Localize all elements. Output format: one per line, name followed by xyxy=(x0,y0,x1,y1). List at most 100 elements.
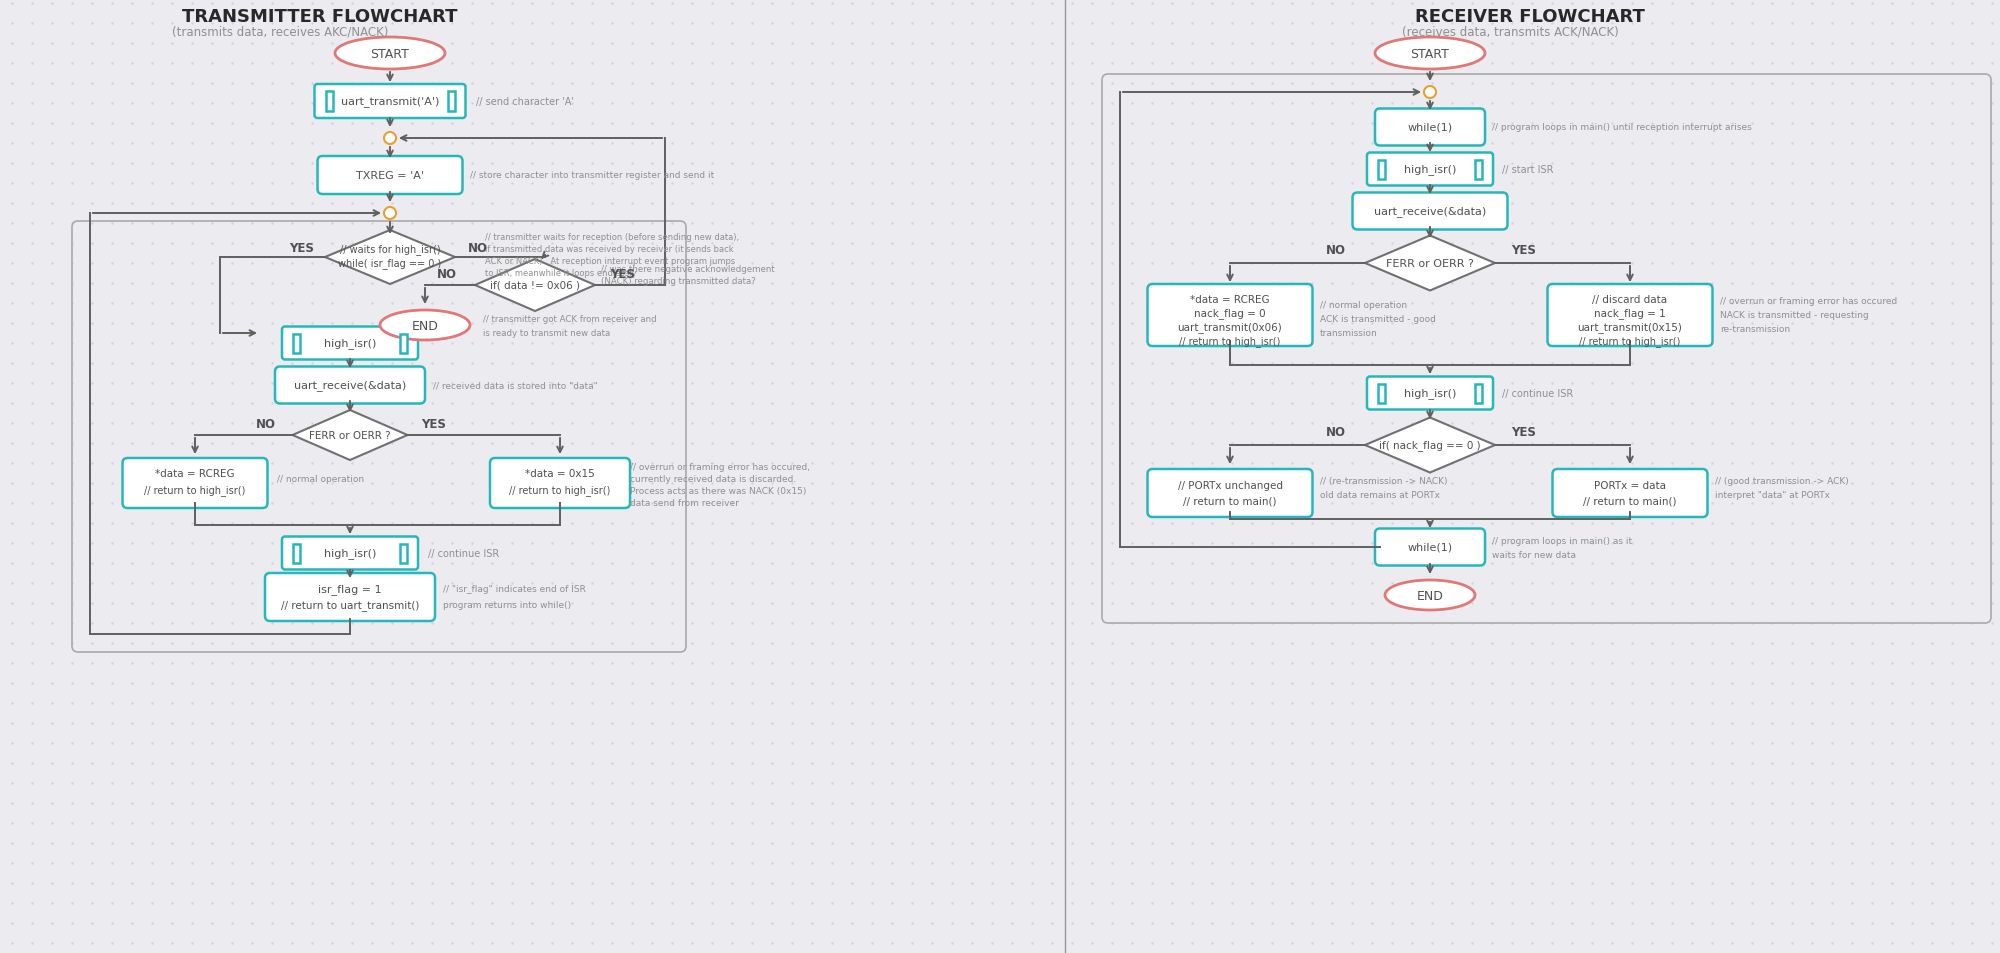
FancyBboxPatch shape xyxy=(1376,529,1484,566)
Text: NACK is transmitted - requesting: NACK is transmitted - requesting xyxy=(1720,312,1868,320)
Text: // return to high_isr(): // return to high_isr() xyxy=(510,485,610,496)
Text: while(1): while(1) xyxy=(1408,123,1452,132)
Text: to ISR, meanwhile it loops endlessly: to ISR, meanwhile it loops endlessly xyxy=(486,269,636,278)
Text: high_isr(): high_isr() xyxy=(324,548,376,558)
Text: (receives data, transmits ACK/NACK): (receives data, transmits ACK/NACK) xyxy=(1402,26,1618,38)
Text: // return to high_isr(): // return to high_isr() xyxy=(144,485,246,496)
Text: // return to main(): // return to main() xyxy=(1584,497,1676,506)
Text: re-transmission: re-transmission xyxy=(1720,325,1790,335)
Text: // start ISR: // start ISR xyxy=(1502,165,1554,174)
FancyBboxPatch shape xyxy=(1378,384,1384,403)
FancyBboxPatch shape xyxy=(1476,160,1482,179)
FancyBboxPatch shape xyxy=(282,327,418,360)
Text: // normal operation: // normal operation xyxy=(1320,301,1408,310)
Text: // program loops in main() as it: // program loops in main() as it xyxy=(1492,537,1632,546)
Text: FERR or OERR ?: FERR or OERR ? xyxy=(1386,258,1474,269)
Text: uart_receive(&data): uart_receive(&data) xyxy=(294,380,406,391)
Text: while( isr_flag == 0 ): while( isr_flag == 0 ) xyxy=(338,258,442,269)
Text: END: END xyxy=(1416,589,1444,602)
Text: YES: YES xyxy=(1512,425,1536,438)
Text: interpret "data" at PORTx: interpret "data" at PORTx xyxy=(1716,491,1830,500)
Polygon shape xyxy=(292,411,408,460)
Text: if( data != 0x06 ): if( data != 0x06 ) xyxy=(490,281,580,291)
Text: PORTx = data: PORTx = data xyxy=(1594,480,1666,491)
Text: while(1): while(1) xyxy=(1408,542,1452,553)
Text: nack_flag = 1: nack_flag = 1 xyxy=(1594,308,1666,319)
FancyBboxPatch shape xyxy=(122,458,268,509)
Ellipse shape xyxy=(380,311,470,340)
FancyBboxPatch shape xyxy=(1352,193,1508,231)
Text: // send character 'A': // send character 'A' xyxy=(476,97,574,107)
Ellipse shape xyxy=(1384,580,1476,610)
Text: // was there negative acknowledgement: // was there negative acknowledgement xyxy=(602,265,774,274)
Ellipse shape xyxy=(336,38,446,70)
Text: // (re-transmission -> NACK): // (re-transmission -> NACK) xyxy=(1320,477,1448,486)
Text: nack_flag = 0: nack_flag = 0 xyxy=(1194,308,1266,319)
Text: high_isr(): high_isr() xyxy=(1404,388,1456,399)
Text: // overrun or framing error has occured,: // overrun or framing error has occured, xyxy=(630,463,810,472)
Text: END: END xyxy=(412,319,438,333)
Polygon shape xyxy=(1364,236,1496,292)
Text: // store character into transmitter register and send it: // store character into transmitter regi… xyxy=(470,172,714,180)
Text: // transmitter got ACK from receiver and: // transmitter got ACK from receiver and xyxy=(484,315,656,324)
Text: // received data is stored into "data": // received data is stored into "data" xyxy=(434,381,598,390)
FancyBboxPatch shape xyxy=(314,85,466,119)
FancyBboxPatch shape xyxy=(276,367,426,404)
FancyBboxPatch shape xyxy=(294,335,300,354)
Text: NO: NO xyxy=(256,417,276,430)
Text: START: START xyxy=(370,48,410,60)
Text: ACK is transmitted - good: ACK is transmitted - good xyxy=(1320,315,1436,324)
Text: (NACK) regarding transmitted data?: (NACK) regarding transmitted data? xyxy=(602,277,756,286)
Text: Process acts as there was NACK (0x15): Process acts as there was NACK (0x15) xyxy=(630,487,806,496)
Text: // waits for high_isr(): // waits for high_isr() xyxy=(340,244,440,255)
FancyBboxPatch shape xyxy=(318,157,462,194)
FancyBboxPatch shape xyxy=(1376,110,1484,147)
Text: waits for new data: waits for new data xyxy=(1492,551,1576,560)
Text: // continue ISR: // continue ISR xyxy=(428,548,500,558)
Text: // overrun or framing error has occured: // overrun or framing error has occured xyxy=(1720,297,1898,306)
Text: FERR or OERR ?: FERR or OERR ? xyxy=(310,431,390,440)
Text: // return to high_isr(): // return to high_isr() xyxy=(1180,336,1280,347)
Text: TRANSMITTER FLOWCHART: TRANSMITTER FLOWCHART xyxy=(182,8,458,26)
FancyBboxPatch shape xyxy=(266,574,436,621)
Text: YES: YES xyxy=(610,267,636,280)
Circle shape xyxy=(384,132,396,145)
Circle shape xyxy=(384,208,396,220)
Text: // program loops in main() until reception interrupt arises: // program loops in main() until recepti… xyxy=(1492,123,1752,132)
Text: if( nack_flag == 0 ): if( nack_flag == 0 ) xyxy=(1380,440,1480,451)
FancyBboxPatch shape xyxy=(326,91,332,112)
Text: // transmitter waits for reception (before sending new data),: // transmitter waits for reception (befo… xyxy=(486,233,740,242)
Text: // return to uart_transmit(): // return to uart_transmit() xyxy=(280,600,420,611)
FancyBboxPatch shape xyxy=(294,544,300,563)
Text: *data = 0x15: *data = 0x15 xyxy=(526,469,594,478)
Text: // continue ISR: // continue ISR xyxy=(1502,389,1574,398)
FancyBboxPatch shape xyxy=(1148,470,1312,517)
Text: ACK or NACK).  At reception interrupt event program jumps: ACK or NACK). At reception interrupt eve… xyxy=(486,257,736,266)
Text: START: START xyxy=(1410,48,1450,60)
FancyBboxPatch shape xyxy=(1378,160,1384,179)
FancyBboxPatch shape xyxy=(1368,153,1492,186)
Text: RECEIVER FLOWCHART: RECEIVER FLOWCHART xyxy=(1416,8,1644,26)
Text: NO: NO xyxy=(468,241,488,254)
Text: (transmits data, receives AKC/NACK): (transmits data, receives AKC/NACK) xyxy=(172,26,388,38)
Text: uart_transmit(0x06): uart_transmit(0x06) xyxy=(1178,322,1282,334)
Text: TXREG = 'A': TXREG = 'A' xyxy=(356,171,424,181)
Text: isr_flag = 1: isr_flag = 1 xyxy=(318,584,382,595)
FancyBboxPatch shape xyxy=(1476,384,1482,403)
Text: program returns into while(): program returns into while() xyxy=(444,601,572,610)
Text: // return to main(): // return to main() xyxy=(1184,497,1276,506)
Text: NO: NO xyxy=(438,267,458,280)
Polygon shape xyxy=(1364,418,1496,473)
Polygon shape xyxy=(326,231,456,285)
Text: YES: YES xyxy=(290,241,314,254)
Text: uart_transmit(0x15): uart_transmit(0x15) xyxy=(1578,322,1682,334)
Text: // (good transmission -> ACK): // (good transmission -> ACK) xyxy=(1716,477,1848,486)
FancyBboxPatch shape xyxy=(1148,285,1312,347)
Text: // normal operation: // normal operation xyxy=(278,475,364,484)
Text: uart_receive(&data): uart_receive(&data) xyxy=(1374,207,1486,217)
FancyBboxPatch shape xyxy=(1548,285,1712,347)
Ellipse shape xyxy=(1376,38,1484,70)
Polygon shape xyxy=(476,260,596,312)
FancyBboxPatch shape xyxy=(400,335,408,354)
Text: uart_transmit('A'): uart_transmit('A') xyxy=(340,96,440,108)
